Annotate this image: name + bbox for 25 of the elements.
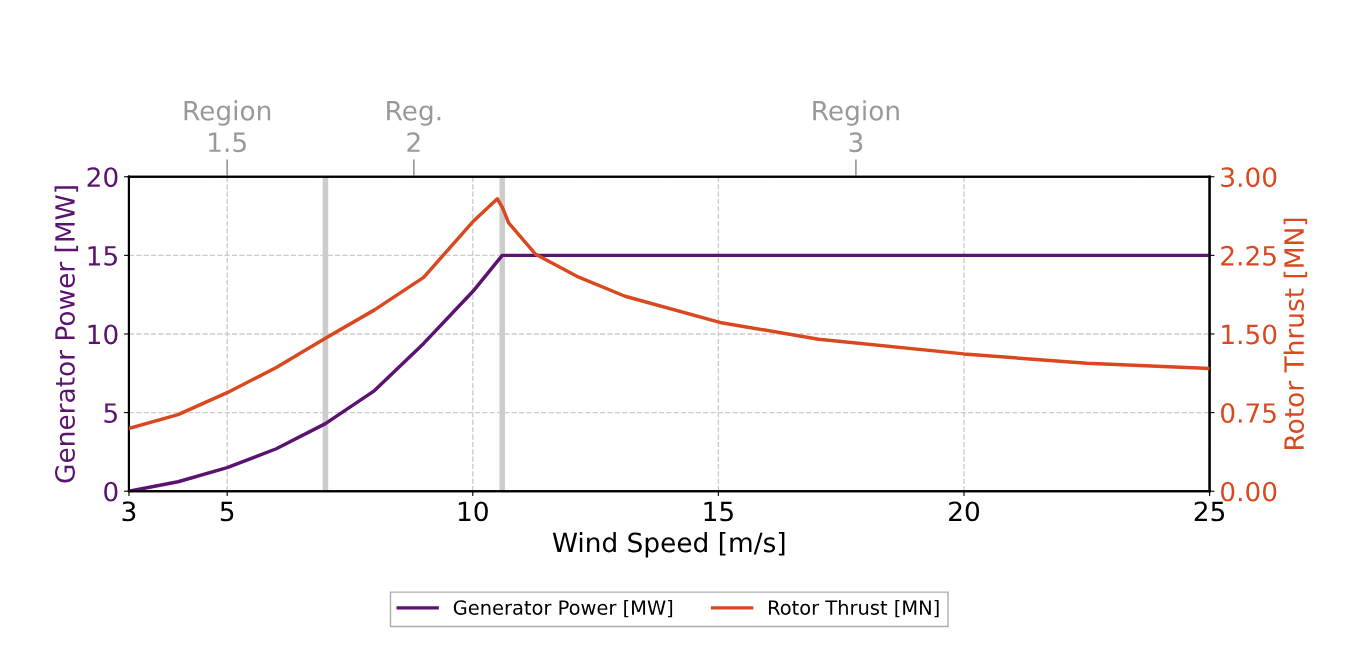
text: Region 3 bbox=[813, 100, 899, 153]
y-tick-label: 15 bbox=[88, 246, 117, 266]
y2-tick-label: 3.00 bbox=[1221, 167, 1277, 188]
x-tick-label: 25 bbox=[1194, 501, 1225, 522]
y2-tick-label: 0.00 bbox=[1221, 481, 1277, 502]
y-tick-label: 20 bbox=[87, 167, 118, 188]
y-tick-label: 5 bbox=[104, 403, 117, 423]
x-tick-label: 15 bbox=[704, 501, 733, 522]
y2-tick-label: 1.50 bbox=[1222, 324, 1277, 345]
y2-tick-label: 2.25 bbox=[1221, 245, 1276, 266]
text: Region 1.5 bbox=[184, 100, 271, 153]
x-tick-label: 20 bbox=[949, 501, 980, 522]
y2-tick-label: 0.75 bbox=[1221, 403, 1276, 423]
line-series bbox=[128, 197, 1210, 431]
legend-label: Rotor Thrust [MN] bbox=[769, 599, 939, 618]
y2-axis-title: Rotor Thrust [MN] bbox=[1283, 218, 1308, 449]
legend-label: Generator Power [MW] bbox=[453, 599, 673, 618]
y-tick-label: 10 bbox=[88, 324, 118, 345]
y-axis-title: Generator Power [MW] bbox=[54, 186, 79, 483]
text: Reg. 2 bbox=[387, 101, 441, 152]
y-tick-label: 0 bbox=[104, 481, 118, 502]
x-axis-title: Wind Speed [m/s] bbox=[552, 532, 785, 558]
x-tick-label: 5 bbox=[220, 501, 234, 522]
x-tick-label: 10 bbox=[458, 501, 488, 522]
x-tick-label: 3 bbox=[122, 501, 136, 522]
